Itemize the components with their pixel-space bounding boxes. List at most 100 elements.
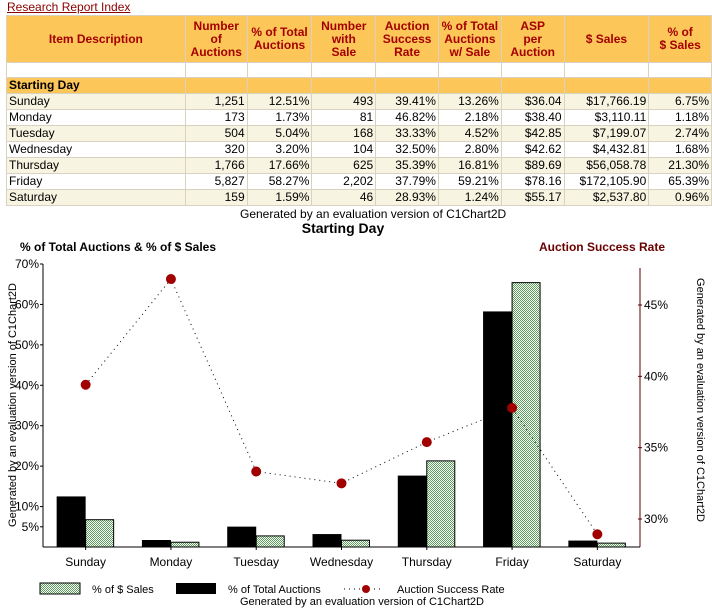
column-header-line: with [331,31,356,46]
table-header-row: Item Description Number of Auctions% of Tot… [6,15,712,63]
column-header-line: Auctions [253,38,306,52]
row-label: Monday [6,109,186,126]
table-cell: 625 [311,157,377,174]
legend-label-rate: Auction Success Rate [397,584,505,596]
table-cell: 5,827 [184,173,248,190]
table-cell: $36.04 [500,93,565,110]
section-cell [563,77,650,94]
table-cell: 3.20% [246,141,313,158]
column-header: % of $ Sales [648,15,712,63]
research-report-index-link[interactable]: Research Report Index [7,0,131,14]
table-cell: 59.21% [437,173,502,190]
left-axis-tick-label: 20% [15,459,39,473]
table-row: Wednesday 320 3.20% 104 32.50% 2.80% $42.62 $4,… [6,141,712,158]
bar-total-auctions [483,311,513,547]
table-cell: 37.79% [375,173,439,190]
table-cell: $55.17 [500,189,565,206]
table-cell: 39.41% [375,93,439,110]
left-axis-tick-label: 30% [15,419,39,433]
section-cell [375,77,439,94]
right-axis-tick-label: 45% [644,298,668,312]
left-axis-tick-label: 50% [15,338,39,352]
column-header-line: Auctions [190,44,242,59]
table-cell: 493 [311,93,377,110]
column-header-line: % of Total [441,18,499,33]
blank-cell [311,62,377,78]
left-axis-tick-label: 5% [22,520,40,534]
table-row: Saturday 159 1.59% 46 28.93% 1.24% $55.17 $2,53… [6,189,712,206]
bar-sales [255,535,285,548]
success-rate-marker [80,379,91,390]
bar-total-auctions [312,534,342,547]
table-row: Sunday 1,251 12.51% 493 39.41% 13.26% $36.04 $1… [6,93,712,110]
table-cell: $2,537.80 [563,189,650,206]
table-watermark: Generated by an evaluation version of C1… [240,207,507,221]
table-cell: 58.27% [246,173,313,190]
right-axis-tick-label: 40% [644,369,668,383]
column-header-line: Number [321,18,367,33]
left-axis-tick-label: 10% [15,500,39,514]
section-cell [246,77,313,94]
table-cell: 35.39% [375,157,439,174]
report-table: Item Description Number of Auctions% of Tot… [6,15,712,206]
bar-sales [85,519,115,548]
row-label: Wednesday [6,141,186,158]
bar-total-auctions [56,496,86,547]
table-row: Tuesday 504 5.04% 168 33.33% 4.52% $42.85 $7,19… [6,125,712,142]
left-watermark: Generated by an evaluation version of C1… [7,283,19,527]
bar-sales [511,282,541,548]
table-cell: $89.69 [500,157,565,174]
x-axis-tick-label: Saturday [573,555,621,569]
column-header: Item Description [6,15,186,63]
table-cell: 32.50% [375,141,439,158]
table-cell: 65.39% [648,173,712,190]
x-axis-tick-label: Wednesday [310,555,373,569]
table-cell: 168 [311,125,377,142]
table-cell: 33.33% [375,125,439,142]
column-header-line: ASP [520,18,546,33]
table-cell: 320 [184,141,248,158]
table-cell: 12.51% [246,93,313,110]
column-header-line: % of [667,25,693,39]
table-cell: $17,766.19 [563,93,650,110]
right-watermark: Generated by an evaluation version of C1… [694,278,706,522]
column-header-line: Success [382,31,432,46]
success-rate-marker [507,402,518,413]
bar-total-auctions [141,540,171,547]
table-cell: 1.24% [437,189,502,206]
blank-cell [648,62,712,78]
table-cell: $7,199.07 [563,125,650,142]
blank-cell [375,62,439,78]
left-axis-tick-label: 60% [15,297,39,311]
table-cell: $78.16 [500,173,565,190]
legend-label-sales: % of $ Sales [92,584,154,596]
right-axis-tick-label: 30% [644,512,668,526]
legend-swatch-sales [39,582,81,595]
section-cell [648,77,712,94]
chart-title: Starting Day [302,220,385,236]
column-header-line: $ Sales [659,38,701,52]
table-cell: 1,766 [184,157,248,174]
column-header-line: % of Total [251,25,308,39]
column-header-line: Auction [510,44,556,59]
bar-sales [341,539,370,548]
table-cell: 81 [311,109,377,126]
x-axis-tick-label: Friday [495,555,528,569]
column-header-line: Sale [331,44,357,59]
column-header: Number of Auctions [184,15,248,63]
chart: Starting Day % of Total Auctions & % of $… [7,220,706,608]
x-axis-tick-label: Monday [150,555,193,569]
table-row: Thursday 1,766 17.66% 625 35.39% 16.81% $89.69… [6,157,712,174]
x-axis-tick-label: Tuesday [233,555,279,569]
bar-total-auctions [227,526,257,547]
table-cell: $4,432.81 [563,141,650,158]
table-cell: 21.30% [648,157,712,174]
table-cell: $42.85 [500,125,565,142]
table-cell: $42.62 [500,141,565,158]
column-header-line: w/ Sale [449,44,491,59]
section-row: Starting Day [6,77,712,94]
table-cell: 1,251 [184,93,248,110]
column-header-line: $ Sales [585,31,628,46]
success-rate-marker [165,274,176,285]
column-header-line: Auctions [444,31,496,46]
